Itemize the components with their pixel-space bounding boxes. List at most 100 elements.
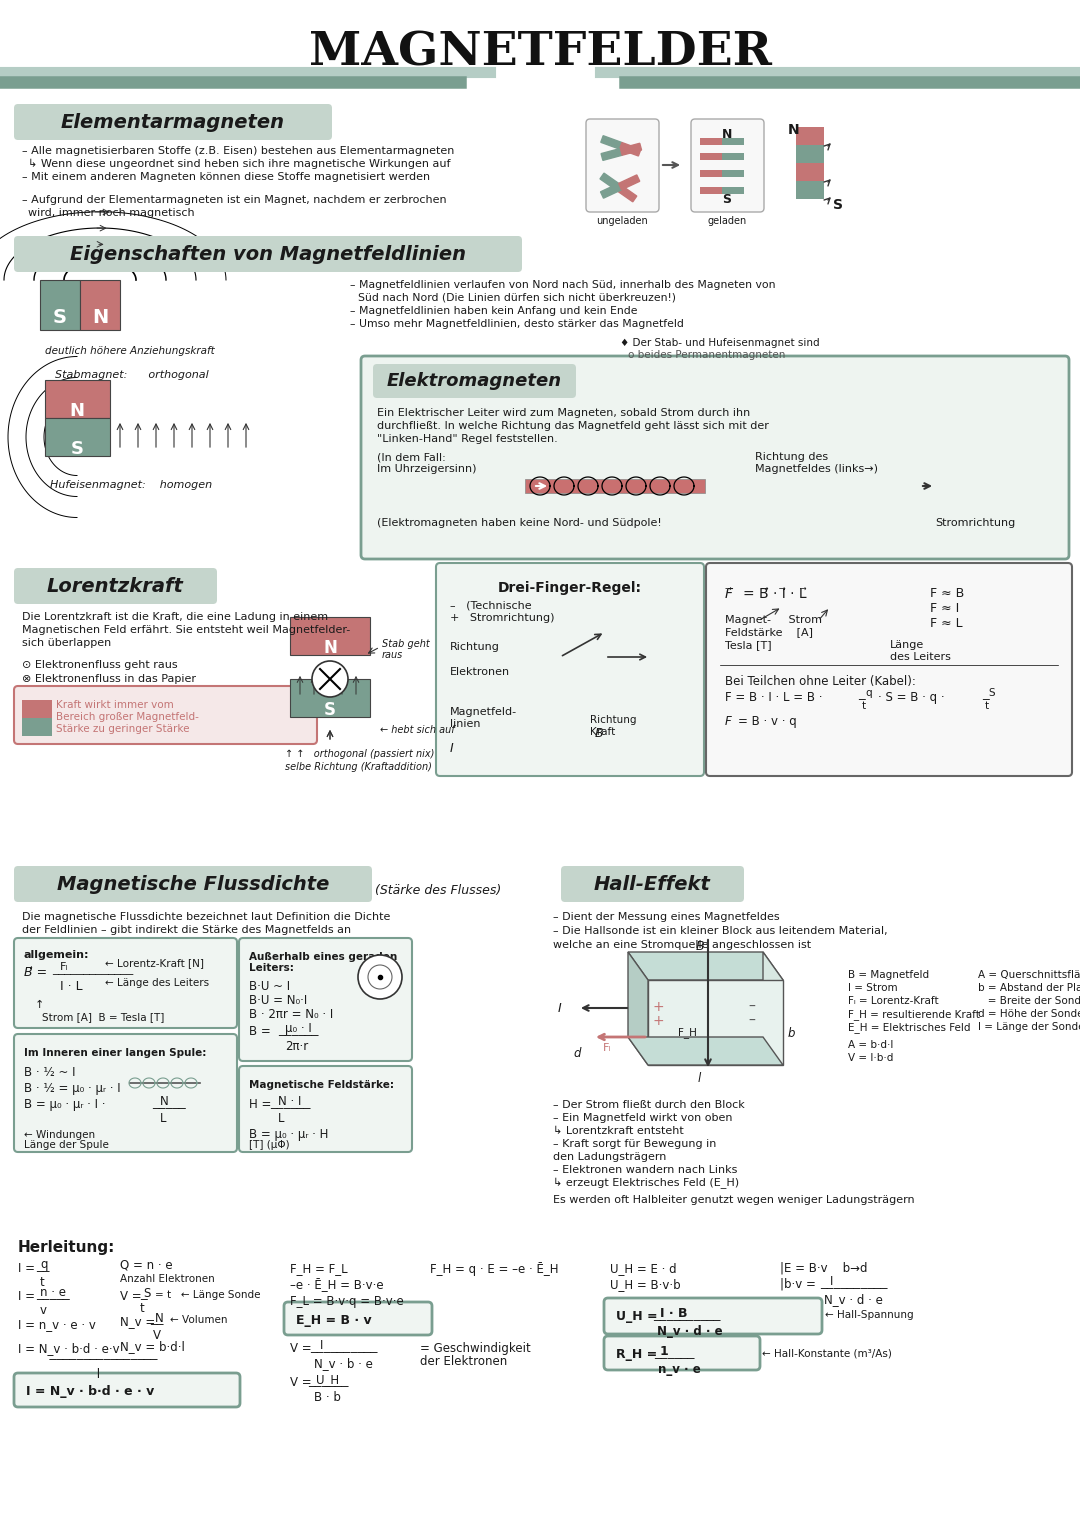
Text: ──────────: ────────── bbox=[653, 1315, 720, 1325]
Text: I: I bbox=[558, 1002, 562, 1015]
Polygon shape bbox=[627, 951, 648, 1064]
Text: N_v =: N_v = bbox=[120, 1315, 156, 1328]
Bar bbox=[45, 380, 110, 418]
Text: = t   ← Länge Sonde: = t ← Länge Sonde bbox=[156, 1290, 260, 1299]
Text: ─: ─ bbox=[858, 693, 865, 704]
Text: N_v · b · e: N_v · b · e bbox=[314, 1358, 373, 1370]
Text: Herleitung:: Herleitung: bbox=[18, 1240, 116, 1255]
Text: den Ladungsträgern: den Ladungsträgern bbox=[553, 1151, 666, 1162]
Text: S: S bbox=[324, 701, 336, 719]
Text: Im Uhrzeigersinn): Im Uhrzeigersinn) bbox=[377, 464, 476, 473]
Text: B · ½ = μ₀ · μᵣ · I: B · ½ = μ₀ · μᵣ · I bbox=[24, 1083, 121, 1095]
Text: B · 2πr = N₀ · I: B · 2πr = N₀ · I bbox=[249, 1008, 334, 1022]
Text: deutlich höhere Anziehungskraft: deutlich höhere Anziehungskraft bbox=[45, 347, 215, 356]
Text: Stabmagnet:      orthogonal: Stabmagnet: orthogonal bbox=[55, 370, 208, 380]
Text: = Geschwindigkeit: = Geschwindigkeit bbox=[420, 1342, 530, 1354]
Text: L: L bbox=[278, 1112, 284, 1125]
Text: – Kraft sorgt für Bewegung in: – Kraft sorgt für Bewegung in bbox=[553, 1139, 716, 1148]
Text: Ein Elektrischer Leiter wird zum Magneten, sobald Strom durch ihn: Ein Elektrischer Leiter wird zum Magnete… bbox=[377, 408, 751, 418]
Text: – Magnetfeldlinien haben kein Anfang und kein Ende: – Magnetfeldlinien haben kein Anfang und… bbox=[350, 305, 637, 316]
Text: V =: V = bbox=[291, 1342, 312, 1354]
Text: A = b·d·l: A = b·d·l bbox=[848, 1040, 893, 1051]
Bar bbox=[40, 279, 80, 330]
FancyArrow shape bbox=[619, 176, 639, 189]
Bar bbox=[723, 186, 744, 194]
Bar bbox=[291, 617, 370, 655]
Text: Elektronen: Elektronen bbox=[450, 667, 510, 676]
FancyBboxPatch shape bbox=[14, 104, 332, 140]
Text: N: N bbox=[156, 1312, 164, 1325]
Text: V =: V = bbox=[291, 1376, 312, 1390]
Text: Strom [A]  B = Tesla [T]: Strom [A] B = Tesla [T] bbox=[42, 1012, 164, 1022]
FancyBboxPatch shape bbox=[604, 1298, 822, 1335]
Text: ─: ─ bbox=[982, 693, 989, 704]
Text: B · ½ ~ I: B · ½ ~ I bbox=[24, 1066, 76, 1080]
Text: ↑: ↑ bbox=[35, 1000, 44, 1009]
FancyBboxPatch shape bbox=[691, 119, 764, 212]
FancyArrow shape bbox=[620, 142, 640, 156]
Text: S: S bbox=[143, 1287, 150, 1299]
Text: raus: raus bbox=[382, 651, 403, 660]
Text: Feldstärke    [A]: Feldstärke [A] bbox=[725, 628, 813, 637]
Text: Leiters:: Leiters: bbox=[249, 964, 294, 973]
FancyBboxPatch shape bbox=[284, 1303, 432, 1335]
FancyBboxPatch shape bbox=[436, 563, 704, 776]
Text: ──────────: ────────── bbox=[310, 1347, 378, 1358]
Text: Bereich großer Magnetfeld-: Bereich großer Magnetfeld- bbox=[56, 712, 199, 722]
Text: Elektromagneten: Elektromagneten bbox=[387, 373, 562, 389]
Text: ──────: ────── bbox=[308, 1380, 349, 1391]
FancyBboxPatch shape bbox=[586, 119, 659, 212]
Text: I · L: I · L bbox=[60, 980, 83, 993]
Text: ← Länge des Leiters: ← Länge des Leiters bbox=[105, 977, 210, 988]
Text: ─: ─ bbox=[140, 1293, 147, 1304]
Text: L: L bbox=[160, 1112, 166, 1125]
Text: t: t bbox=[140, 1303, 145, 1315]
Bar bbox=[45, 418, 110, 457]
Bar bbox=[700, 169, 723, 177]
Text: ──────: ────── bbox=[278, 1031, 319, 1040]
Text: ← Hall-Konstante (m³/As): ← Hall-Konstante (m³/As) bbox=[762, 1348, 892, 1358]
FancyBboxPatch shape bbox=[14, 1034, 237, 1151]
Text: ⊗ Elektronenfluss in das Papier: ⊗ Elektronenfluss in das Papier bbox=[22, 673, 195, 684]
Circle shape bbox=[357, 954, 402, 999]
FancyArrow shape bbox=[620, 144, 642, 156]
Text: F_H: F_H bbox=[678, 1028, 697, 1038]
Text: (Elektromagneten haben keine Nord- und Südpole!: (Elektromagneten haben keine Nord- und S… bbox=[377, 518, 662, 528]
Text: F = B · I · L = B ·: F = B · I · L = B · bbox=[725, 692, 823, 704]
Text: 2π·r: 2π·r bbox=[285, 1040, 308, 1054]
Text: (Stärke des Flusses): (Stärke des Flusses) bbox=[375, 884, 501, 896]
Text: U_H: U_H bbox=[316, 1373, 339, 1387]
FancyBboxPatch shape bbox=[14, 938, 237, 1028]
Text: S: S bbox=[988, 689, 995, 698]
Text: Kraft wirkt immer vom: Kraft wirkt immer vom bbox=[56, 699, 174, 710]
Text: ← hebt sich auf: ← hebt sich auf bbox=[380, 725, 455, 734]
Text: der Elektronen: der Elektronen bbox=[420, 1354, 508, 1368]
Bar bbox=[796, 182, 824, 199]
Text: R_H =: R_H = bbox=[616, 1348, 658, 1361]
Text: F_L = B·v·q = B·v·e: F_L = B·v·q = B·v·e bbox=[291, 1295, 404, 1309]
Text: o beides Permanentmagneten: o beides Permanentmagneten bbox=[627, 350, 785, 360]
Text: (In dem Fall:: (In dem Fall: bbox=[377, 452, 446, 463]
Text: –: – bbox=[748, 1014, 755, 1028]
Text: ↳ Wenn diese ungeordnet sind heben sich ihre magnetische Wirkungen auf: ↳ Wenn diese ungeordnet sind heben sich … bbox=[28, 159, 450, 169]
Text: – Mit einem anderen Magneten können diese Stoffe magnetisiert werden: – Mit einem anderen Magneten können dies… bbox=[22, 173, 430, 182]
Text: ↑ ↑   orthogonal (passiert nix): ↑ ↑ orthogonal (passiert nix) bbox=[285, 750, 434, 759]
Text: B·U = N₀·I: B·U = N₀·I bbox=[249, 994, 307, 1006]
Text: ungeladen: ungeladen bbox=[596, 215, 648, 226]
Text: wird, immer noch magnetisch: wird, immer noch magnetisch bbox=[28, 208, 194, 218]
Text: ♦ Der Stab- und Hufeisenmagnet sind: ♦ Der Stab- und Hufeisenmagnet sind bbox=[620, 337, 820, 348]
Text: – Die Hallsonde ist ein kleiner Block aus leitendem Material,: – Die Hallsonde ist ein kleiner Block au… bbox=[553, 925, 888, 936]
Text: I =: I = bbox=[18, 1261, 35, 1275]
Text: U_H =: U_H = bbox=[616, 1310, 658, 1322]
Text: N: N bbox=[323, 638, 337, 657]
Text: Fₗ: Fₗ bbox=[603, 1043, 611, 1054]
Text: μ₀ · I: μ₀ · I bbox=[285, 1022, 312, 1035]
Text: ────────────────: ──────────────── bbox=[18, 1354, 158, 1365]
Text: –   (Technische: – (Technische bbox=[450, 602, 531, 611]
Text: |E = B·v    b→d: |E = B·v b→d bbox=[780, 1261, 867, 1275]
FancyBboxPatch shape bbox=[361, 356, 1069, 559]
Text: Magnetische Flussdichte: Magnetische Flussdichte bbox=[57, 875, 329, 893]
Text: U_H = B·v·b: U_H = B·v·b bbox=[610, 1278, 680, 1290]
Text: N_v · d · e: N_v · d · e bbox=[657, 1325, 723, 1338]
Text: Kraft: Kraft bbox=[590, 727, 616, 738]
